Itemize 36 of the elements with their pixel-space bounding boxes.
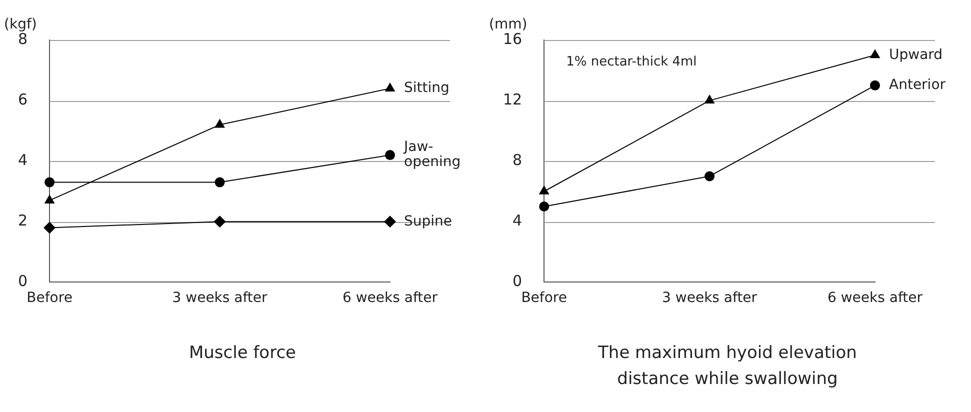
point <box>384 216 396 228</box>
series-label: Supine <box>404 213 452 230</box>
point <box>384 82 396 92</box>
point <box>870 80 880 90</box>
point <box>44 177 55 188</box>
point <box>44 222 56 234</box>
point <box>214 216 226 228</box>
x-tick-label: 3 weeks after <box>662 290 758 306</box>
y-tick-label: 12 <box>502 90 522 108</box>
y-tick-label: 0 <box>18 272 28 290</box>
point <box>385 150 395 160</box>
text: The maximum hyoid elevation distance while swallowing <box>597 342 858 391</box>
point <box>214 177 225 188</box>
y-tick-label: 6 <box>18 90 28 108</box>
annotation: 1% nectar-thick 4ml <box>566 54 697 70</box>
series-label: Jaw-opening <box>403 139 461 170</box>
series-label: Anterior <box>889 77 946 94</box>
point <box>870 49 880 58</box>
y-tick-label: 2 <box>18 212 28 230</box>
y-axis-title: (kgf) <box>4 16 37 33</box>
y-tick-label: 0 <box>512 272 522 290</box>
point <box>214 118 225 128</box>
x-tick-label: 3 weeks after <box>172 290 268 306</box>
point <box>704 94 715 104</box>
y-tick-label: 4 <box>18 150 28 169</box>
x-tick-label: Before <box>521 290 567 306</box>
point <box>704 171 715 182</box>
text: Muscle force <box>188 342 296 365</box>
x-tick-label: Before <box>26 290 72 306</box>
y-tick-label: 4 <box>512 212 522 230</box>
series-label: Sitting <box>404 80 450 96</box>
x-tick-label: 6 weeks after <box>827 290 923 306</box>
x-tick-label: 6 weeks after <box>342 290 438 306</box>
y-tick-label: 8 <box>512 150 522 169</box>
series-label: Upward <box>889 46 943 63</box>
point <box>539 202 550 212</box>
